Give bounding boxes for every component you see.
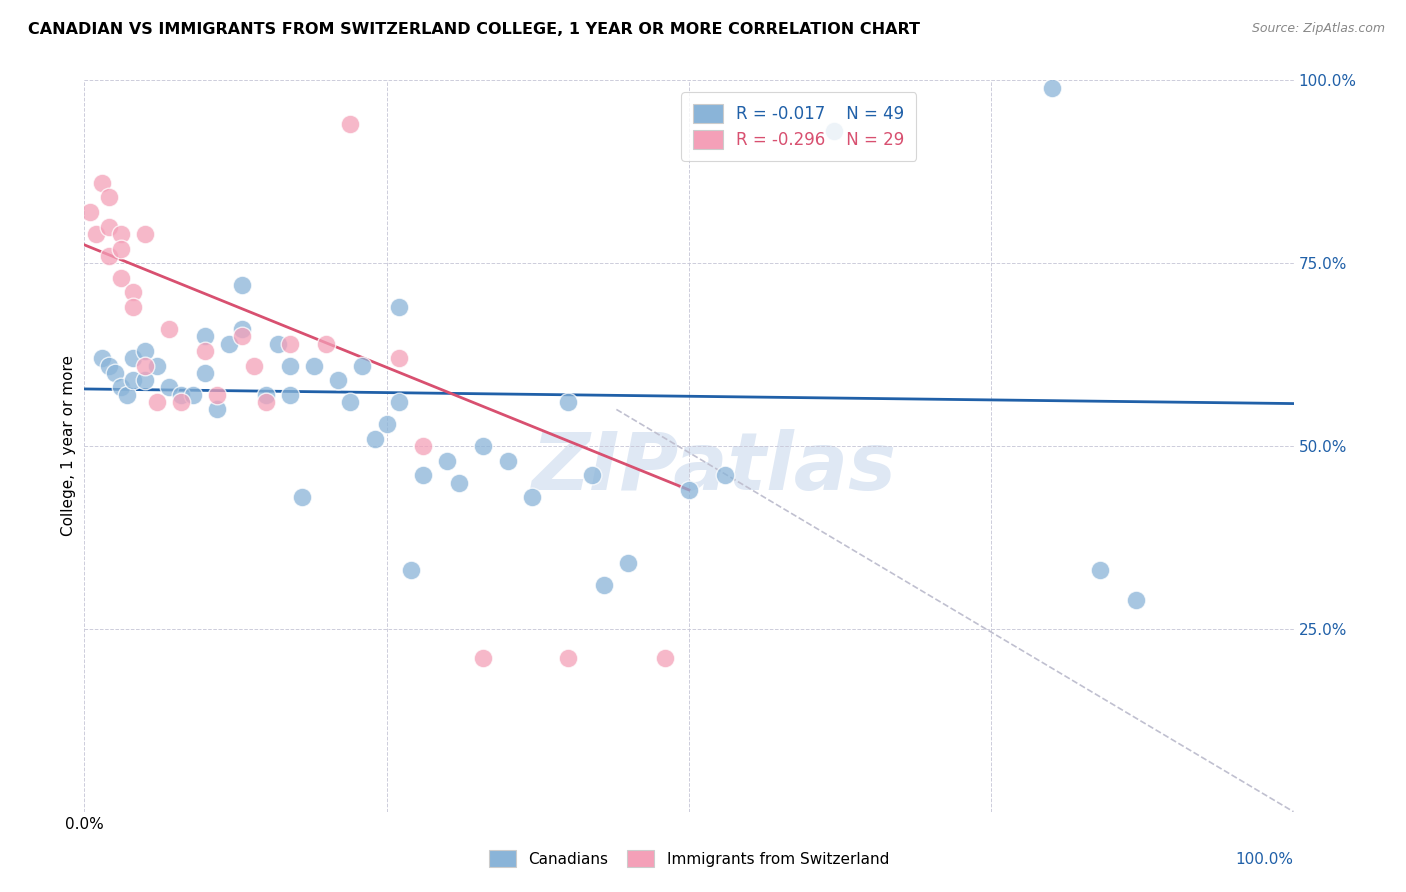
Point: [91, 351, 114, 366]
Point: [557, 395, 579, 409]
Point: [328, 373, 350, 387]
Point: [231, 329, 253, 343]
Point: [412, 468, 434, 483]
Point: [194, 329, 217, 343]
Point: [388, 351, 411, 366]
Point: [254, 388, 277, 402]
Point: [157, 322, 180, 336]
Point: [157, 380, 180, 394]
Point: [170, 388, 193, 402]
Point: [181, 388, 204, 402]
Point: [278, 388, 301, 402]
Point: [339, 395, 361, 409]
Point: [146, 395, 169, 409]
Point: [472, 651, 495, 665]
Point: [121, 300, 143, 314]
Point: [110, 270, 132, 285]
Point: [278, 359, 301, 373]
Y-axis label: College, 1 year or more: College, 1 year or more: [60, 356, 76, 536]
Point: [823, 124, 845, 138]
Point: [97, 249, 120, 263]
Point: [267, 336, 290, 351]
Point: [207, 402, 229, 417]
Point: [520, 490, 543, 504]
Point: [436, 453, 458, 467]
Point: [291, 490, 314, 504]
Point: [581, 468, 603, 483]
Point: [91, 176, 114, 190]
Point: [110, 242, 132, 256]
Point: [678, 483, 700, 497]
Point: [115, 388, 138, 402]
Text: Source: ZipAtlas.com: Source: ZipAtlas.com: [1251, 22, 1385, 36]
Legend: Canadians, Immigrants from Switzerland: Canadians, Immigrants from Switzerland: [482, 844, 896, 873]
Point: [97, 359, 120, 373]
Point: [134, 359, 156, 373]
Text: 100.0%: 100.0%: [1236, 852, 1294, 867]
Point: [1088, 563, 1111, 577]
Point: [375, 417, 398, 431]
Point: [134, 343, 156, 358]
Point: [388, 300, 411, 314]
Point: [134, 373, 156, 387]
Text: ZIPatlas: ZIPatlas: [530, 429, 896, 507]
Point: [97, 219, 120, 234]
Point: [104, 366, 127, 380]
Point: [278, 336, 301, 351]
Point: [472, 439, 495, 453]
Point: [134, 227, 156, 241]
Point: [617, 556, 640, 570]
Point: [302, 359, 325, 373]
Point: [557, 651, 579, 665]
Point: [121, 285, 143, 300]
Point: [218, 336, 240, 351]
Point: [242, 359, 264, 373]
Point: [352, 359, 374, 373]
Point: [254, 395, 277, 409]
Point: [86, 227, 108, 241]
Point: [496, 453, 519, 467]
Point: [449, 475, 471, 490]
Point: [146, 359, 169, 373]
Point: [654, 651, 676, 665]
Point: [1125, 592, 1147, 607]
Point: [110, 380, 132, 394]
Point: [231, 278, 253, 293]
Point: [593, 578, 616, 592]
Text: CANADIAN VS IMMIGRANTS FROM SWITZERLAND COLLEGE, 1 YEAR OR MORE CORRELATION CHAR: CANADIAN VS IMMIGRANTS FROM SWITZERLAND …: [28, 22, 920, 37]
Point: [97, 190, 120, 204]
Point: [121, 351, 143, 366]
Point: [194, 366, 217, 380]
Point: [412, 439, 434, 453]
Point: [207, 388, 229, 402]
Point: [399, 563, 422, 577]
Point: [194, 343, 217, 358]
Point: [1040, 80, 1063, 95]
Point: [388, 395, 411, 409]
Point: [363, 432, 385, 446]
Point: [714, 468, 737, 483]
Point: [315, 336, 337, 351]
Point: [79, 205, 101, 219]
Point: [170, 395, 193, 409]
Point: [121, 373, 143, 387]
Point: [110, 227, 132, 241]
Point: [339, 117, 361, 131]
Point: [231, 322, 253, 336]
